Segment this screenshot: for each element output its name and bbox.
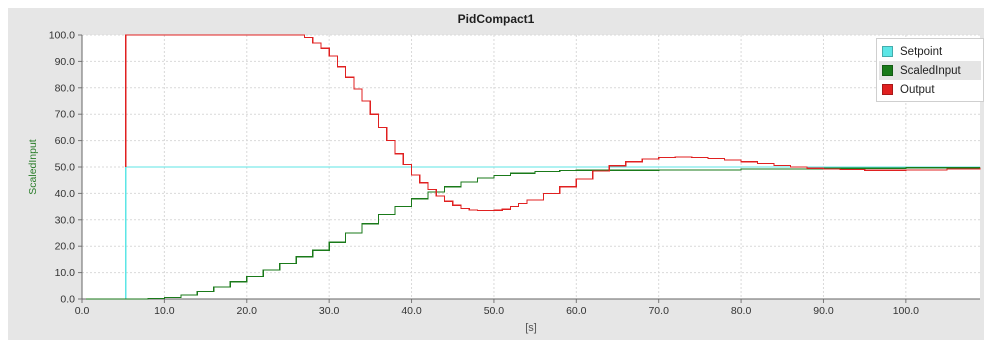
y-axis-label: ScaledInput bbox=[27, 139, 39, 195]
x-tick-label: 60.0 bbox=[566, 305, 587, 317]
x-tick-label: 10.0 bbox=[154, 305, 175, 317]
legend-label-output: Output bbox=[900, 83, 935, 96]
x-tick-label: 80.0 bbox=[731, 305, 752, 317]
y-tick-label: 0.0 bbox=[60, 294, 75, 306]
legend-label-setpoint: Setpoint bbox=[900, 45, 943, 58]
series-output-line bbox=[125, 34, 981, 212]
x-axis-label: [s] bbox=[525, 322, 537, 334]
y-tick-label: 50.0 bbox=[55, 162, 76, 174]
y-tick-label: 20.0 bbox=[55, 241, 76, 253]
x-tick-label: 20.0 bbox=[237, 305, 258, 317]
legend-item-output[interactable]: Output bbox=[879, 80, 981, 99]
x-tick-label: 30.0 bbox=[319, 305, 340, 317]
y-tick-label: 70.0 bbox=[55, 109, 76, 121]
y-tick-label: 60.0 bbox=[55, 135, 76, 147]
y-tick-label: 40.0 bbox=[55, 188, 76, 200]
legend-swatch-scaledinput bbox=[882, 65, 893, 76]
y-tick-label: 30.0 bbox=[55, 214, 76, 226]
plot-area[interactable]: 0.0 10.0 20.0 30.0 40.0 50.0 60.0 70.0 80.0 90.0 1… bbox=[8, 8, 984, 340]
x-tick-label: 40.0 bbox=[401, 305, 422, 317]
y-tick-label: 90.0 bbox=[55, 56, 76, 68]
y-tick-label: 10.0 bbox=[55, 267, 76, 279]
legend-swatch-setpoint bbox=[882, 46, 893, 57]
y-tick-label: 80.0 bbox=[55, 82, 76, 94]
x-tick-label: 70.0 bbox=[648, 305, 669, 317]
x-tick-label: 50.0 bbox=[484, 305, 505, 317]
legend: Setpoint ScaledInput Output bbox=[876, 38, 984, 102]
x-tick-label: 90.0 bbox=[813, 305, 834, 317]
legend-swatch-output bbox=[882, 84, 893, 95]
x-tick-label: 100.0 bbox=[893, 305, 919, 317]
legend-item-scaledinput[interactable]: ScaledInput bbox=[879, 61, 981, 80]
series-scaledinput-line bbox=[86, 167, 981, 300]
legend-item-setpoint[interactable]: Setpoint bbox=[879, 42, 981, 61]
chart-frame: PidCompact1 0.0 10.0 20.0 30.0 40.0 50.0 60.0 7… bbox=[8, 8, 984, 340]
chart-title: PidCompact1 bbox=[457, 12, 535, 26]
x-tick-label: 0.0 bbox=[75, 305, 90, 317]
y-tick-label: 100.0 bbox=[49, 30, 75, 42]
legend-label-scaledinput: ScaledInput bbox=[900, 64, 961, 77]
